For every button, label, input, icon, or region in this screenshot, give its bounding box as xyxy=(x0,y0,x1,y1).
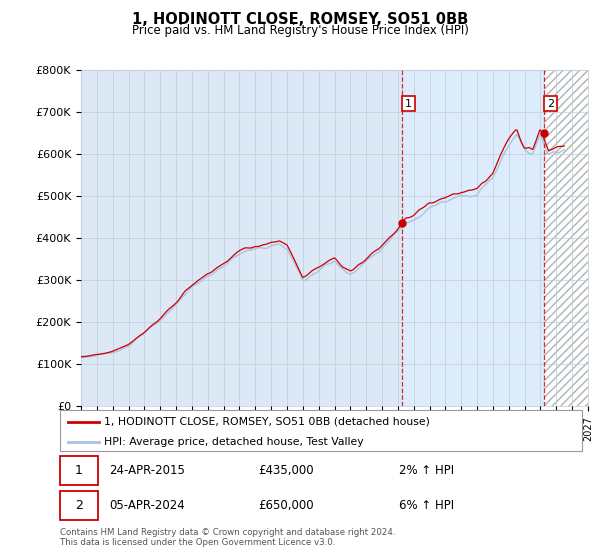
Text: 2: 2 xyxy=(75,500,83,512)
Text: 05-APR-2024: 05-APR-2024 xyxy=(110,500,185,512)
Text: £650,000: £650,000 xyxy=(259,500,314,512)
Text: Price paid vs. HM Land Registry's House Price Index (HPI): Price paid vs. HM Land Registry's House … xyxy=(131,24,469,36)
Text: 2: 2 xyxy=(547,99,554,109)
Text: 1: 1 xyxy=(405,99,412,109)
Text: £435,000: £435,000 xyxy=(259,464,314,477)
Text: 24-APR-2015: 24-APR-2015 xyxy=(110,464,185,477)
Text: 1, HODINOTT CLOSE, ROMSEY, SO51 0BB: 1, HODINOTT CLOSE, ROMSEY, SO51 0BB xyxy=(132,12,468,27)
Text: Contains HM Land Registry data © Crown copyright and database right 2024.
This d: Contains HM Land Registry data © Crown c… xyxy=(60,528,395,547)
Text: 1, HODINOTT CLOSE, ROMSEY, SO51 0BB (detached house): 1, HODINOTT CLOSE, ROMSEY, SO51 0BB (det… xyxy=(104,417,430,427)
Text: 6% ↑ HPI: 6% ↑ HPI xyxy=(400,500,454,512)
Bar xyxy=(544,70,588,406)
FancyBboxPatch shape xyxy=(60,456,98,486)
Text: 1: 1 xyxy=(75,464,83,477)
FancyBboxPatch shape xyxy=(60,410,582,451)
FancyBboxPatch shape xyxy=(60,491,98,520)
Text: HPI: Average price, detached house, Test Valley: HPI: Average price, detached house, Test… xyxy=(104,437,364,447)
Bar xyxy=(544,70,588,406)
Text: 2% ↑ HPI: 2% ↑ HPI xyxy=(400,464,454,477)
